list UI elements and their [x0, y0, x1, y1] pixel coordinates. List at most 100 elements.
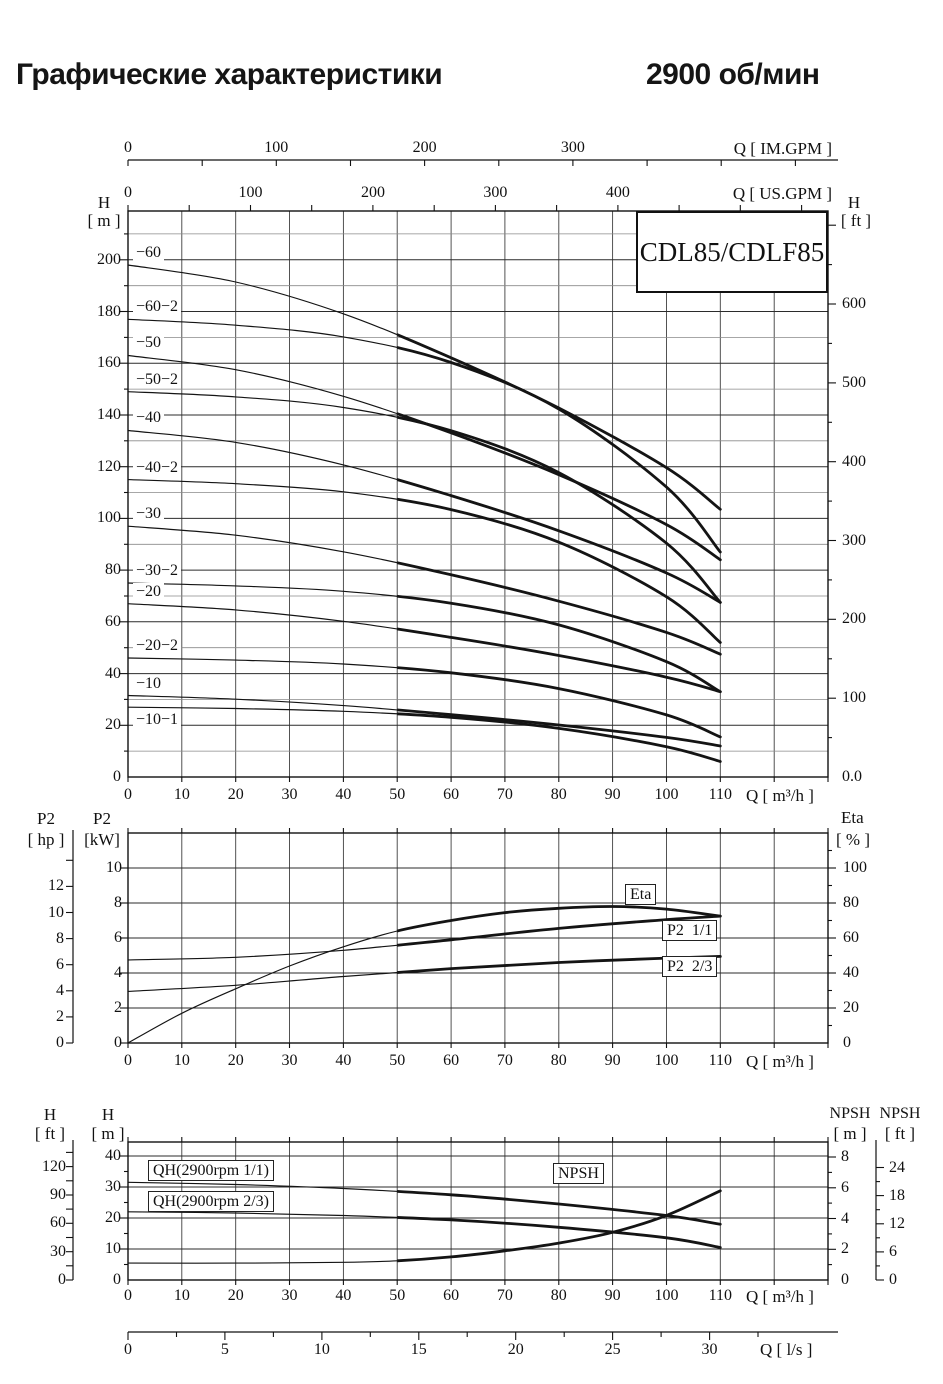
model-label: CDL85/CDLF85 [636, 211, 828, 293]
tick-label-q: 20 [227, 786, 244, 803]
tick-label-ls: 10 [313, 1341, 330, 1358]
pump-curve-−10−1 [397, 712, 722, 763]
tick-label-q: 0 [124, 1052, 132, 1069]
axis-unit-npsh-ft: [ ft ] [884, 1124, 916, 1143]
axis-header-h-m-bottom: H [101, 1105, 115, 1124]
tick-label-npsh-ft: 0 [889, 1271, 897, 1288]
tick-label-h-m: 0 [113, 1271, 121, 1288]
tick-label-h-m: 60 [105, 612, 121, 630]
tick-label-h-m: 30 [105, 1178, 121, 1195]
tick-label-h-m: 180 [97, 302, 121, 320]
tick-label-q: 20 [227, 1287, 244, 1304]
tick-label-h-ft: 0 [58, 1271, 66, 1288]
tick-label-h-m: 10 [105, 1240, 121, 1257]
tick-label-q: 110 [708, 1052, 732, 1069]
tick-label-q: 10 [173, 1052, 190, 1069]
tick-label-q: 110 [708, 786, 732, 803]
axis-unit-ft-right: [ ft ] [840, 211, 872, 230]
axis-unit-hp: [ hp ] [27, 830, 65, 849]
pump-curve-−10 [127, 694, 721, 747]
tick-label-hp: 6 [56, 955, 64, 973]
tick-label-imgpm: 0 [124, 139, 132, 156]
tick-label-kw: 6 [114, 929, 122, 946]
tick-label-kw: 2 [114, 999, 122, 1016]
axis-unit-npsh-m: [ m ] [833, 1124, 867, 1143]
curve-Eta [397, 905, 722, 933]
tick-label-q: 0 [124, 1287, 132, 1304]
tick-label-ls: 5 [220, 1341, 229, 1358]
axis-label-q-m3h-power: Q [ m³/h ] [746, 1052, 814, 1071]
axis-header-h-ft-bottom: H [43, 1105, 57, 1124]
curve-label: −10−1 [133, 711, 182, 729]
axis-header-p2-kw: P2 [93, 809, 111, 828]
tick-label-q: 10 [173, 786, 190, 803]
curve-Eta [127, 905, 721, 1044]
tick-label-eta: 100 [843, 859, 867, 876]
tick-label-q: 0 [124, 786, 132, 803]
pump-curve-−50 [397, 412, 722, 562]
tick-label-q: 40 [335, 1052, 352, 1069]
series-label: P2 2/3 [662, 956, 718, 977]
axis-unit-ft-bottom: [ ft ] [34, 1124, 66, 1143]
axis-header-h-right: H [847, 193, 861, 212]
axis-label-q-imgpm: Q [ IM.GPM ] [733, 139, 832, 158]
tick-label-kw: 8 [114, 894, 122, 911]
tick-label-h-ft: 60 [50, 1214, 66, 1232]
tick-label-npsh-ft: 24 [889, 1158, 905, 1176]
axis-unit-kw: [kW] [84, 830, 120, 849]
series-label: NPSH [553, 1163, 604, 1184]
tick-label-usgpm: 0 [124, 184, 132, 201]
tick-label-h-m: 120 [97, 457, 121, 475]
tick-label-h-m: 100 [97, 509, 121, 527]
curve-label: −30 [133, 505, 165, 523]
tick-label-h-ft: 600 [842, 295, 866, 313]
axis-header-npsh-ft: NPSH [879, 1105, 921, 1122]
tick-label-h-m: 40 [105, 1147, 121, 1164]
tick-label-h-ft: 120 [42, 1157, 66, 1175]
tick-label-h-ft: 0.0 [842, 768, 862, 785]
axis-label-q-m3h-bottom: Q [ m³/h ] [746, 1287, 814, 1306]
pump-curve-−30 [127, 525, 721, 655]
axis-label-q-usgpm: Q [ US.GPM ] [732, 184, 832, 203]
qh-npsh-chart-frame [127, 1141, 829, 1281]
tick-label-h-ft: 100 [842, 689, 866, 707]
page-subtitle-rpm: 2900 об/мин [646, 58, 820, 91]
series-label: P2 1/1 [662, 920, 718, 941]
tick-label-ls: 0 [124, 1341, 132, 1358]
tick-label-hp: 0 [56, 1034, 64, 1051]
tick-label-ls: 20 [507, 1341, 524, 1358]
curve-P2-2/3 [397, 955, 722, 974]
pump-curve-−50−2 [397, 415, 722, 604]
tick-label-kw: 0 [114, 1034, 122, 1051]
tick-label-q: 40 [335, 786, 352, 803]
tick-label-q: 50 [389, 786, 406, 803]
axis-header-npsh-m: NPSH [829, 1105, 871, 1122]
tick-label-q: 80 [550, 786, 567, 803]
tick-label-q: 90 [604, 1052, 621, 1069]
tick-label-q: 90 [604, 1287, 621, 1304]
tick-label-npsh-ft: 6 [889, 1242, 897, 1260]
axis-label-q-m3h-main: Q [ m³/h ] [746, 786, 814, 805]
tick-label-kw: 4 [114, 964, 122, 981]
tick-label-ls: 25 [604, 1341, 621, 1358]
tick-label-usgpm: 200 [360, 184, 385, 201]
main-chart-frame [127, 210, 829, 778]
tick-label-imgpm: 200 [412, 139, 437, 156]
series-label: QH(2900rpm 1/1) [148, 1160, 274, 1181]
tick-label-npsh-m: 6 [841, 1178, 849, 1196]
tick-label-q: 30 [281, 1052, 298, 1069]
curve-QH-2900rpm-2-3- [397, 1216, 722, 1249]
tick-label-q: 30 [281, 786, 298, 803]
tick-label-h-m: 40 [105, 664, 121, 682]
axis-label-q-ls: Q [ l/s ] [760, 1340, 813, 1359]
tick-label-q: 70 [496, 1052, 513, 1069]
tick-label-h-m: 200 [97, 250, 121, 268]
pump-curve-−40−2 [397, 497, 722, 644]
axis-unit-m-left: [ m ] [87, 211, 121, 230]
curve-P2-1/1 [397, 914, 722, 947]
tick-label-q: 60 [443, 1287, 460, 1304]
tick-label-hp: 2 [56, 1007, 64, 1025]
curve-label: −40 [133, 409, 165, 427]
axis-header-h-left: H [97, 193, 111, 212]
